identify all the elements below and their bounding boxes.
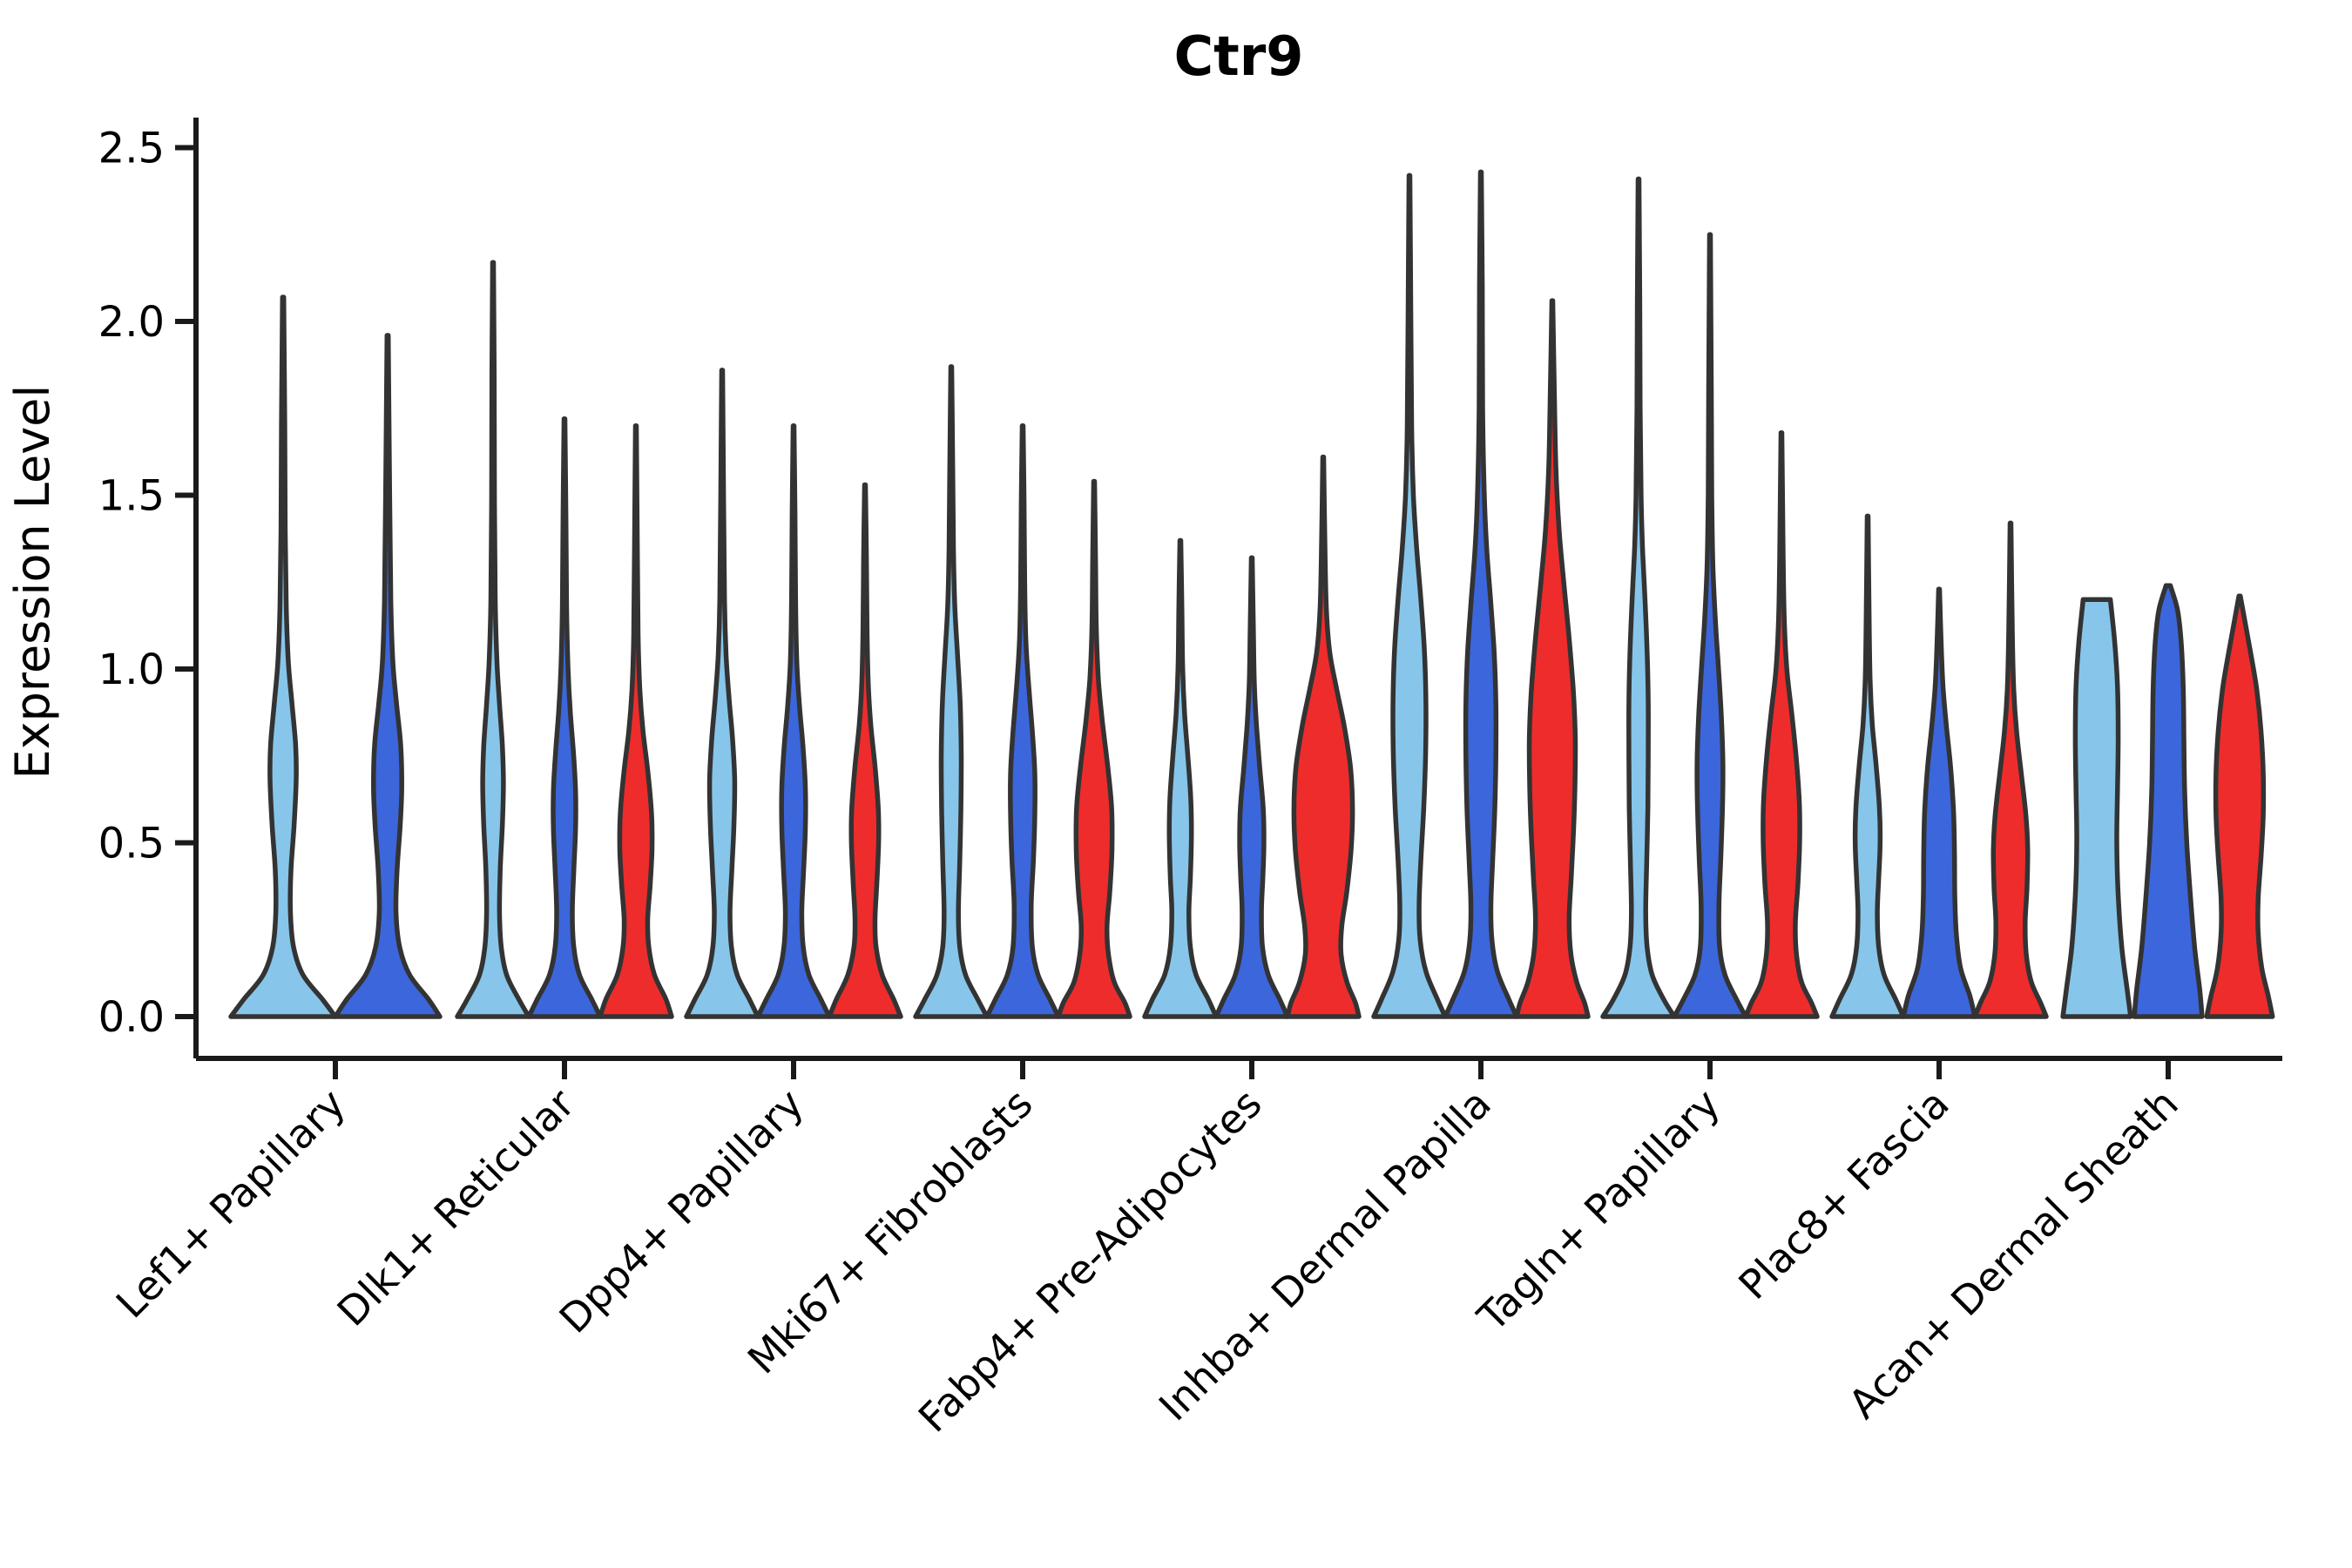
violin-group-dlk1-reticular <box>455 260 674 1019</box>
violin-dlk1-reticular-light_blue <box>455 260 531 1019</box>
violin-dlk1-reticular-dark_blue <box>526 416 603 1019</box>
y-tick-label: 2.5 <box>98 124 165 172</box>
violin-dpp4-papillary-light_blue <box>684 368 760 1019</box>
violin-plac8-fascia-light_blue <box>1829 513 1906 1019</box>
violin-lef1-papillary-light_blue <box>228 294 338 1019</box>
violin-tagln-papillary-red <box>1743 429 1820 1019</box>
violin-plac8-fascia-dark_blue <box>1901 586 1977 1019</box>
violin-fabp4-pre-adipocytes-red <box>1285 454 1362 1019</box>
y-tick-label: 1.0 <box>98 645 165 694</box>
violin-inhba-dermal-papilla-red <box>1514 298 1591 1019</box>
violin-group-lef1-papillary <box>228 294 443 1019</box>
violin-group-inhba-dermal-papilla <box>1371 169 1591 1019</box>
y-axis: 0.0 0.5 1.0 1.5 2.0 2.5 <box>98 124 196 1042</box>
violin-plac8-fascia-red <box>1972 520 2049 1019</box>
violin-dpp4-papillary-red <box>827 482 903 1019</box>
violin-tagln-papillary-light_blue <box>1600 176 1677 1019</box>
violin-fabp4-pre-adipocytes-dark_blue <box>1213 555 1290 1019</box>
y-axis-label: Expression Level <box>5 385 60 780</box>
violin-lef1-papillary-dark_blue <box>333 333 443 1019</box>
violin-acan-dermal-sheath-dark_blue <box>2132 583 2205 1019</box>
violin-acan-dermal-sheath-red <box>2204 593 2275 1019</box>
violin-group-fabp4-pre-adipocytes <box>1142 454 1362 1019</box>
violin-group-mki67-fibroblasts <box>913 364 1132 1019</box>
violin-mki67-fibroblasts-red <box>1056 478 1132 1019</box>
violin-mki67-fibroblasts-dark_blue <box>984 422 1061 1019</box>
violin-group-plac8-fascia <box>1829 513 2049 1019</box>
violin-dlk1-reticular-red <box>598 422 674 1019</box>
violins-layer <box>228 169 2275 1019</box>
violin-inhba-dermal-papilla-light_blue <box>1371 172 1448 1019</box>
y-tick-label: 1.5 <box>98 471 165 520</box>
violin-mki67-fibroblasts-light_blue <box>913 364 990 1019</box>
x-tick-label-tagln-papillary: Tagln+ Papillary <box>1468 1080 1729 1342</box>
y-tick-label: 0.0 <box>98 993 165 1042</box>
violin-inhba-dermal-papilla-dark_blue <box>1443 169 1519 1019</box>
violin-group-tagln-papillary <box>1600 176 1820 1019</box>
y-tick-label: 0.5 <box>98 819 165 868</box>
y-tick-label: 2.0 <box>98 298 165 347</box>
violin-tagln-papillary-dark_blue <box>1672 232 1748 1019</box>
violin-fabp4-pre-adipocytes-light_blue <box>1142 537 1219 1019</box>
x-tick-label-lef1-papillary: Lef1+ Papillary <box>107 1080 355 1328</box>
x-tick-label-plac8-fascia: Plac8+ Fascia <box>1729 1080 1957 1308</box>
x-tick-label-dpp4-papillary: Dpp4+ Papillary <box>551 1080 813 1342</box>
violin-group-dpp4-papillary <box>684 368 903 1019</box>
chart-title: Ctr9 <box>1174 24 1304 88</box>
violin-dpp4-papillary-dark_blue <box>755 422 832 1019</box>
violin-acan-dermal-sheath-light_blue <box>2060 597 2133 1019</box>
x-tick-label-dlk1-reticular: Dlk1+ Reticular <box>328 1080 584 1335</box>
violin-group-acan-dermal-sheath <box>2060 583 2275 1019</box>
